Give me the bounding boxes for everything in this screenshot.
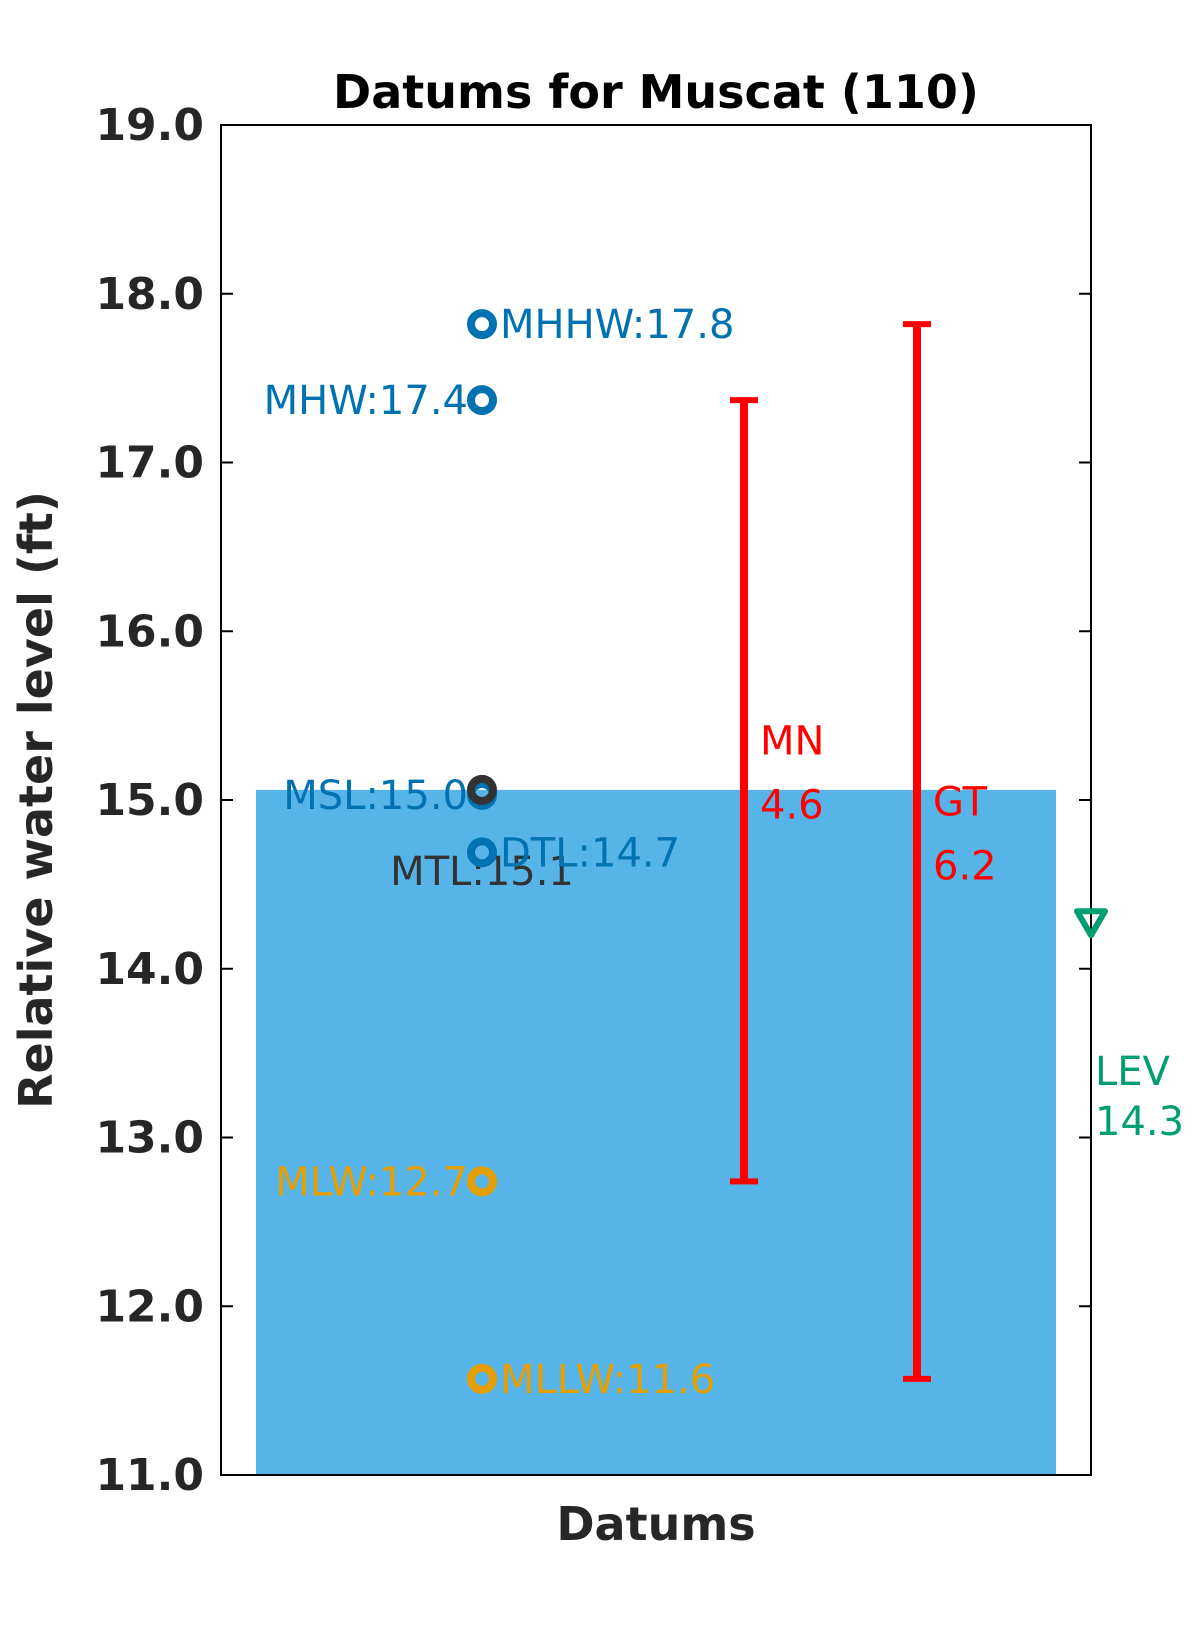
water-fill-layer [256,789,1056,1475]
datum-label-mhhw: MHHW:17.8 [500,302,734,348]
chart-title: Datums for Muscat (110) [333,65,979,119]
datum-marker-mlw [467,1166,497,1197]
datum-label-mtl: MTL:15.1 [390,849,574,895]
datum-marker-mhw [467,385,497,416]
y-tick-label: 12.0 [95,1281,204,1332]
level-value: 14.3 [1095,1099,1184,1145]
level-label: LEV [1095,1049,1171,1095]
water-fill-bar [256,789,1056,1475]
x-axis-title: Datums [556,1497,755,1551]
datum-label-dtl: DTL:14.7 [500,830,680,876]
range-value-gt: 6.2 [933,843,997,889]
datum-marker-mhhw [467,309,497,340]
datum-marker-mtl [467,774,497,805]
datum-markers: MHHW:17.8 MHW:17.4 MSL:15.0 MTL:15.1DTL:14.… [264,302,735,1403]
y-tick-label: 19.0 [95,100,204,151]
y-axis-ticks: 11.0 12.0 13.0 14.0 15.0 16.0 17.0 18.0 19.0 [95,100,1091,1501]
datum-label-mlw: MLW:12.7 [275,1159,468,1205]
y-tick-label: 15.0 [95,775,204,826]
datum-marker-dtl [467,837,497,868]
y-tick-label: 11.0 [95,1450,204,1501]
range-label-mn: MN [760,719,824,765]
datum-label-msl: MSL:15.0 [283,773,468,819]
y-tick-label: 14.0 [95,944,204,995]
range-label-gt: GT [933,779,988,825]
range-bars: MN 4.6 GT 6.2 [730,321,997,1382]
y-tick-label: 18.0 [95,269,204,320]
range-value-mn: 4.6 [760,783,824,829]
y-tick-label: 16.0 [95,606,204,657]
datum-label-mhw: MHW:17.4 [264,378,468,424]
datum-marker-mllw [467,1363,497,1394]
level-marker-icon [1074,908,1108,939]
y-axis-title: Relative water level (ft) [9,491,63,1109]
datum-label-mllw: MLLW:11.6 [500,1357,715,1403]
y-tick-label: 17.0 [95,438,204,489]
y-tick-label: 13.0 [95,1113,204,1164]
